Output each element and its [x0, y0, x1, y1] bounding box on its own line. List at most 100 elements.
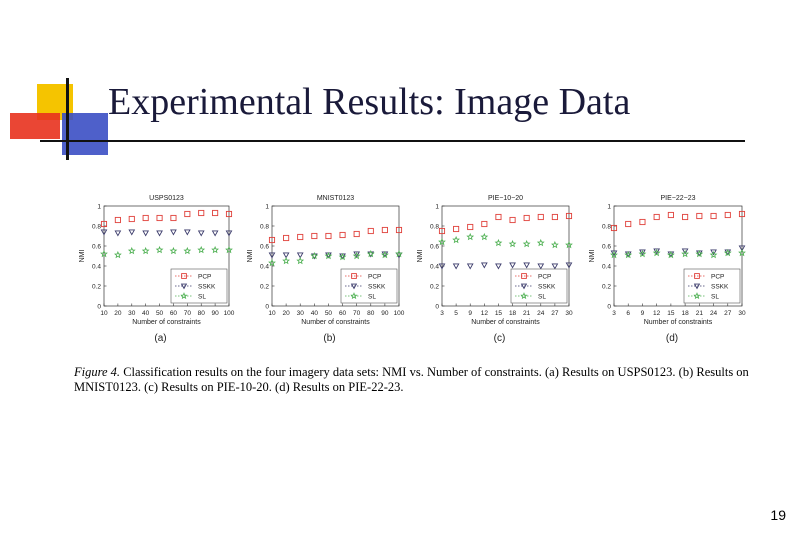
pcp-point — [339, 231, 346, 239]
x-tick-label: 70 — [184, 310, 192, 317]
sl-point — [610, 250, 618, 259]
x-tick-label: 18 — [509, 310, 517, 317]
pcp-point — [181, 273, 187, 279]
sskk-point — [183, 229, 191, 236]
y-tick-label: 1 — [435, 203, 439, 210]
pcp-point — [128, 215, 135, 223]
sskk-point — [452, 263, 460, 270]
pcp-point — [268, 236, 276, 244]
caption-text: Classification results on the four image… — [74, 365, 749, 394]
x-tick-label: 50 — [156, 310, 164, 317]
chart-panel-3: PIE−10−20 0 0.2 0.4 0.6 0.8 1 3 5 9 12 15 18 21 24 27 30… — [417, 195, 573, 344]
sskk-point — [156, 230, 163, 237]
y-axis-label: NMI — [589, 250, 596, 263]
pcp-point — [184, 210, 191, 218]
pcp-point — [353, 230, 360, 238]
legend-label: SL — [368, 293, 376, 300]
pcp-point — [114, 216, 121, 224]
pcp-point — [170, 214, 177, 222]
sl-point — [693, 292, 701, 300]
sl-point — [352, 251, 361, 260]
x-tick-label: 80 — [198, 310, 206, 317]
y-tick-label: 0.2 — [92, 283, 101, 290]
pcp-point — [198, 209, 205, 217]
pcp-point — [495, 213, 502, 221]
sl-point — [438, 237, 446, 246]
legend-label: SSKK — [198, 283, 216, 290]
x-tick-label: 90 — [211, 310, 219, 317]
pcp-point — [724, 211, 731, 219]
sskk-point — [350, 283, 358, 290]
series-sl — [610, 248, 746, 259]
panel-label: (d) — [666, 333, 678, 344]
x-tick-label: 90 — [381, 310, 389, 317]
sl-point — [638, 249, 647, 258]
sl-point — [366, 249, 375, 258]
x-axis-label: Number of constraints — [132, 319, 201, 326]
sl-point — [211, 245, 219, 254]
pcp-point — [523, 214, 530, 222]
pcp-point — [696, 212, 703, 220]
chart-title: USPS0123 — [149, 195, 184, 202]
y-tick-label: 0.8 — [430, 223, 439, 230]
sskk-point — [466, 263, 474, 270]
slide-logo — [10, 78, 108, 160]
sskk-point — [296, 252, 304, 259]
pcp-point — [738, 210, 746, 218]
title-divider — [40, 140, 745, 142]
legend-label: PCP — [368, 273, 381, 280]
x-tick-label: 40 — [142, 310, 150, 317]
pcp-point — [667, 211, 674, 219]
sskk-point — [128, 229, 136, 236]
sl-point — [520, 292, 528, 300]
legend-box — [340, 268, 398, 304]
chart-legend: PCP SSKK SL — [683, 268, 741, 304]
y-tick-label: 1 — [265, 203, 269, 210]
sl-point — [141, 246, 150, 255]
series-sskk — [438, 262, 573, 270]
x-tick-label: 10 — [100, 310, 108, 317]
y-tick-label: 0.4 — [602, 263, 611, 270]
legend-box — [510, 268, 568, 304]
pcp-point — [639, 218, 646, 226]
sl-point — [296, 256, 305, 265]
x-tick-label: 40 — [311, 310, 319, 317]
y-axis-label: NMI — [247, 250, 254, 263]
sskk-point — [639, 249, 646, 256]
slide-title: Experimental Results: Image Data — [108, 81, 631, 123]
logo-blue-square — [62, 113, 108, 155]
x-tick-label: 24 — [537, 310, 545, 317]
y-tick-label: 0.8 — [602, 223, 611, 230]
chart-panel-2: MNIST0123 0 0.2 0.4 0.6 0.8 1 10 20 30 40 50 60 70 80 9… — [247, 195, 405, 344]
sskk-point — [268, 252, 276, 259]
sskk-point — [653, 248, 661, 255]
sl-point — [466, 232, 475, 241]
y-tick-label: 0.8 — [260, 223, 269, 230]
x-axis-label: Number of constraints — [301, 319, 370, 326]
sskk-point — [537, 263, 545, 270]
x-tick-label: 3 — [440, 310, 444, 317]
x-tick-label: 15 — [495, 310, 503, 317]
legend-label: SL — [711, 293, 719, 300]
x-tick-label: 20 — [114, 310, 122, 317]
pcp-point — [551, 213, 558, 221]
pcp-point — [438, 227, 446, 235]
pcp-point — [453, 225, 460, 233]
x-axis-label: Number of constraints — [471, 319, 540, 326]
y-tick-label: 0 — [435, 303, 439, 310]
sl-point — [536, 238, 545, 247]
x-tick-label: 18 — [681, 310, 689, 317]
pcp-point — [610, 224, 618, 232]
sl-point — [268, 258, 276, 267]
logo-red-square — [10, 113, 60, 139]
figure-caption: Figure 4. Classification results on the … — [74, 365, 774, 395]
y-tick-label: 0.6 — [430, 243, 439, 250]
chart-legend: PCP SSKK SL — [340, 268, 398, 304]
y-tick-label: 0.6 — [602, 243, 611, 250]
y-tick-label: 1 — [607, 203, 611, 210]
x-tick-label: 60 — [339, 310, 347, 317]
pcp-point — [537, 213, 544, 221]
sl-point — [667, 250, 675, 259]
legend-box — [170, 268, 228, 304]
sskk-point — [509, 262, 516, 269]
